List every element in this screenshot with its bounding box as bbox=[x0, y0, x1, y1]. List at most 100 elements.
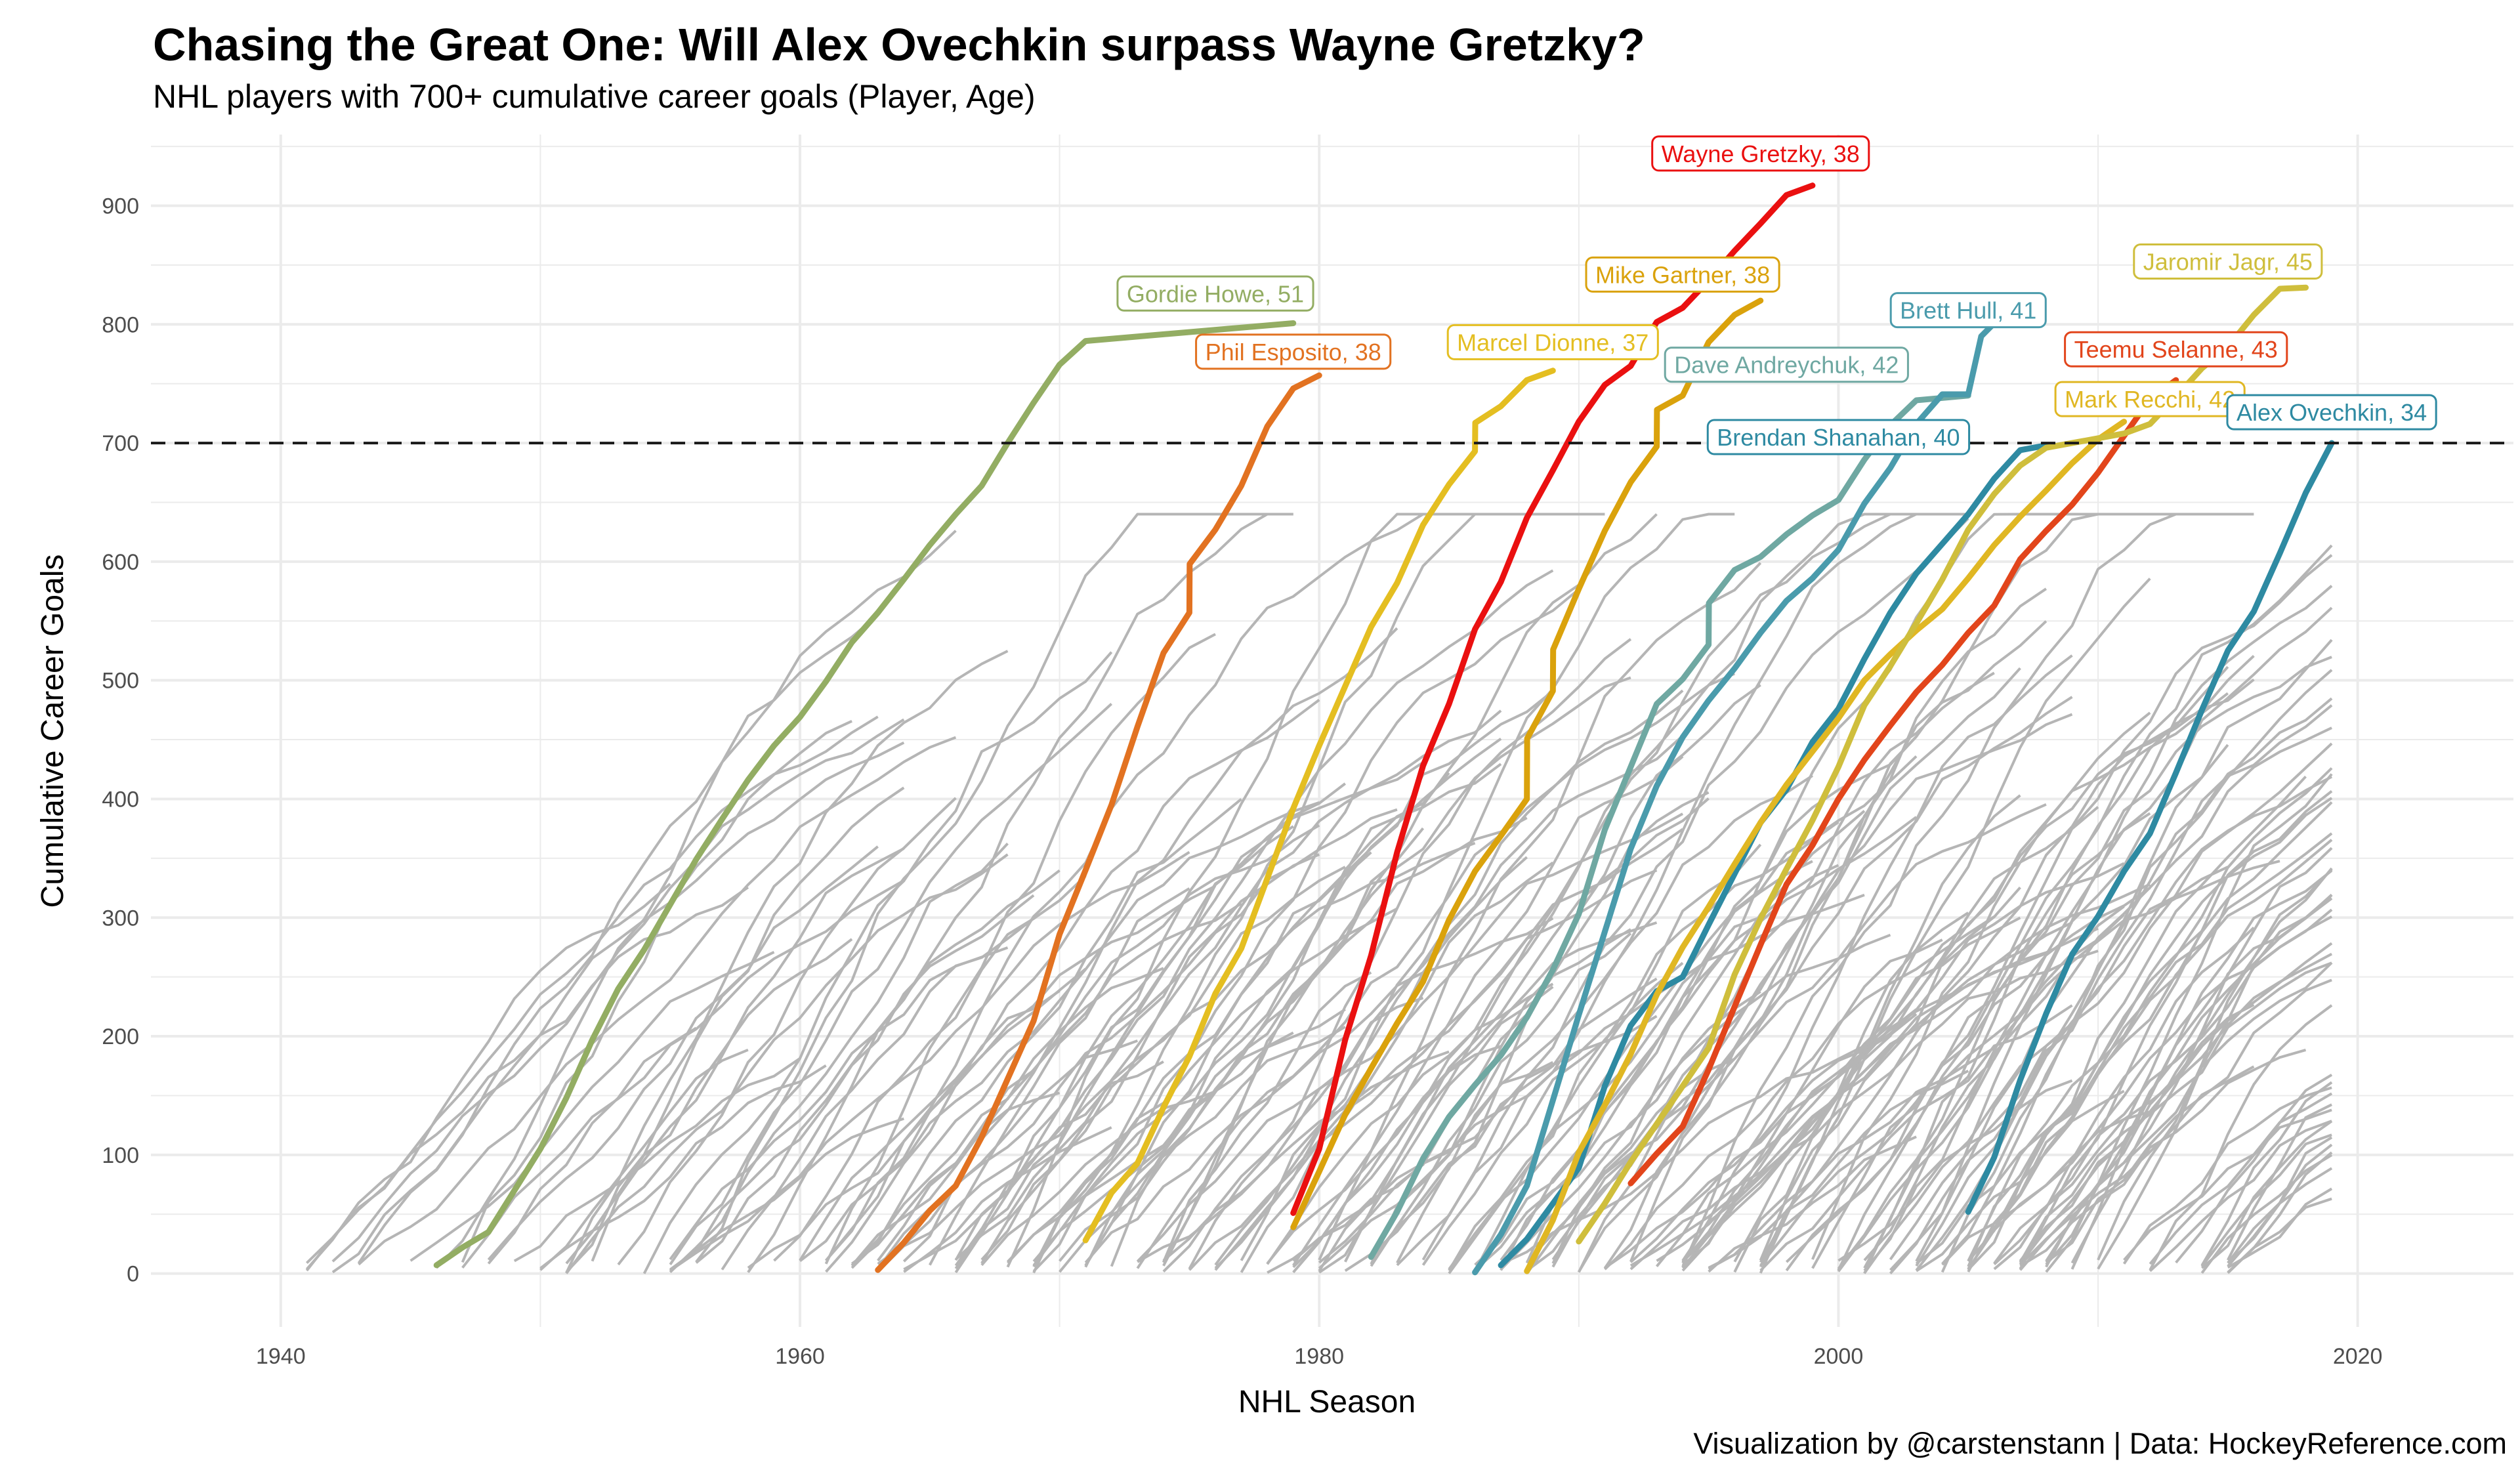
background-player-line bbox=[305, 883, 671, 1270]
highlighted-player-lines bbox=[433, 182, 2335, 1276]
background-player-line bbox=[1759, 912, 1969, 1263]
background-player-line bbox=[1162, 827, 1425, 1263]
y-tick-label: 700 bbox=[102, 431, 139, 456]
label-box bbox=[1889, 292, 2047, 329]
background-player-line bbox=[1448, 843, 1762, 1272]
background-player-line bbox=[358, 736, 957, 1266]
background-player-line bbox=[1084, 917, 1554, 1264]
background-player-line bbox=[1421, 820, 1839, 1266]
background-player-line bbox=[1032, 816, 1528, 1267]
background-player-line bbox=[642, 651, 1113, 1274]
label-teemu-selanne: Teemu Selanne, 43 bbox=[2064, 331, 2288, 368]
background-player-line bbox=[825, 990, 1060, 1273]
background-player-line bbox=[2227, 1187, 2333, 1269]
background-player-line bbox=[1084, 851, 1372, 1267]
x-tick-label: 2000 bbox=[1814, 1344, 1864, 1369]
background-player-lines bbox=[305, 513, 2333, 1274]
background-player-line bbox=[1708, 860, 2280, 1270]
background-player-line bbox=[954, 782, 1347, 1267]
background-player-line bbox=[980, 1090, 1216, 1267]
series-label: Phil Esposito, 38 bbox=[1206, 339, 1381, 366]
background-player-line bbox=[1136, 672, 1736, 1269]
background-player-line bbox=[2200, 1133, 2332, 1268]
background-player-line bbox=[1370, 932, 1632, 1267]
background-player-line bbox=[1941, 669, 2333, 1265]
background-player-line bbox=[2045, 773, 2333, 1273]
background-player-line bbox=[1032, 738, 1502, 1268]
background-player-line bbox=[331, 718, 905, 1263]
label-mike-gartner: Mike Gartner, 38 bbox=[1585, 256, 1780, 293]
background-player-line bbox=[825, 513, 1424, 1262]
background-player-line bbox=[1915, 839, 2333, 1265]
y-tick-label: 400 bbox=[102, 787, 139, 812]
x-tick-label: 1940 bbox=[256, 1344, 306, 1369]
background-player-line bbox=[1059, 1031, 1294, 1273]
background-player-line bbox=[669, 894, 1035, 1272]
background-player-line bbox=[1915, 866, 2229, 1272]
background-player-line bbox=[410, 951, 775, 1262]
background-player-line bbox=[669, 703, 1113, 1266]
background-player-line bbox=[2227, 1143, 2333, 1264]
background-player-line bbox=[1266, 982, 1554, 1265]
background-player-line bbox=[2019, 870, 2333, 1265]
label-alex-ovechkin: Alex Ovechkin, 34 bbox=[2226, 394, 2437, 430]
series-label: Alex Ovechkin, 34 bbox=[2236, 399, 2427, 426]
series-label: Jaromir Jagr, 45 bbox=[2143, 248, 2313, 275]
background-player-line bbox=[2149, 1108, 2332, 1265]
background-player-line bbox=[695, 513, 1293, 1263]
background-player-line bbox=[1837, 544, 2333, 1271]
x-tick-label: 1960 bbox=[775, 1344, 825, 1369]
series-line-phil-esposito bbox=[875, 372, 1322, 1273]
background-player-line bbox=[1500, 1034, 1891, 1266]
label-box bbox=[2133, 243, 2323, 280]
background-player-line bbox=[1889, 704, 2333, 1274]
background-player-line bbox=[1837, 654, 2255, 1270]
background-player-line bbox=[1110, 772, 1450, 1267]
label-mark-recchi: Mark Recchi, 42 bbox=[2054, 381, 2246, 417]
background-player-line bbox=[2227, 1103, 2332, 1261]
series-line-alex-ovechkin bbox=[1965, 440, 2335, 1215]
series-line-mark-recchi bbox=[1524, 419, 2128, 1274]
background-player-line bbox=[1811, 656, 2332, 1269]
background-player-line bbox=[306, 886, 749, 1265]
series-line-mike-gartner bbox=[1290, 297, 1764, 1230]
background-player-line bbox=[1032, 588, 1580, 1272]
background-player-line bbox=[1863, 914, 2125, 1269]
background-player-line bbox=[1629, 950, 2099, 1267]
background-player-line bbox=[877, 1040, 1138, 1265]
label-box bbox=[1195, 333, 1392, 370]
label-box bbox=[1116, 275, 1314, 312]
background-player-line bbox=[1733, 806, 2099, 1263]
label-box bbox=[1706, 419, 1971, 455]
background-player-line bbox=[1188, 638, 1632, 1270]
series-line-gordie-howe bbox=[433, 320, 1297, 1269]
background-player-line bbox=[1318, 986, 1554, 1274]
background-player-line bbox=[1915, 697, 2333, 1267]
x-axis-title: NHL Season bbox=[1238, 1385, 1416, 1419]
background-player-line bbox=[1448, 864, 1839, 1274]
background-player-line bbox=[2200, 1081, 2333, 1267]
background-player-line bbox=[565, 786, 905, 1273]
background-player-line bbox=[1551, 810, 1866, 1265]
y-tick-label: 100 bbox=[102, 1143, 139, 1168]
background-player-line bbox=[1629, 587, 2048, 1263]
y-tick-label: 300 bbox=[102, 906, 139, 931]
background-player-line bbox=[1759, 886, 2021, 1261]
background-player-line bbox=[1733, 578, 2151, 1273]
background-player-line bbox=[1137, 1050, 1450, 1263]
background-player-line bbox=[669, 850, 1190, 1272]
background-player-line bbox=[850, 967, 1164, 1267]
series-line-brett-hull bbox=[1472, 320, 1998, 1276]
label-wayne-gretzky: Wayne Gretzky, 38 bbox=[1651, 135, 1870, 172]
y-axis-title: Cumulative Career Goals bbox=[35, 555, 70, 908]
y-tick-label: 600 bbox=[102, 550, 139, 575]
background-player-line bbox=[1240, 861, 1554, 1273]
background-player-line bbox=[487, 1026, 697, 1265]
background-player-line bbox=[1007, 907, 1398, 1264]
background-player-line bbox=[877, 841, 1476, 1273]
background-player-line bbox=[1759, 1004, 2073, 1272]
background-player-line bbox=[2097, 894, 2333, 1270]
background-player-line bbox=[1578, 671, 1995, 1273]
background-player-line bbox=[2019, 961, 2332, 1263]
background-player-line bbox=[1863, 812, 2151, 1274]
